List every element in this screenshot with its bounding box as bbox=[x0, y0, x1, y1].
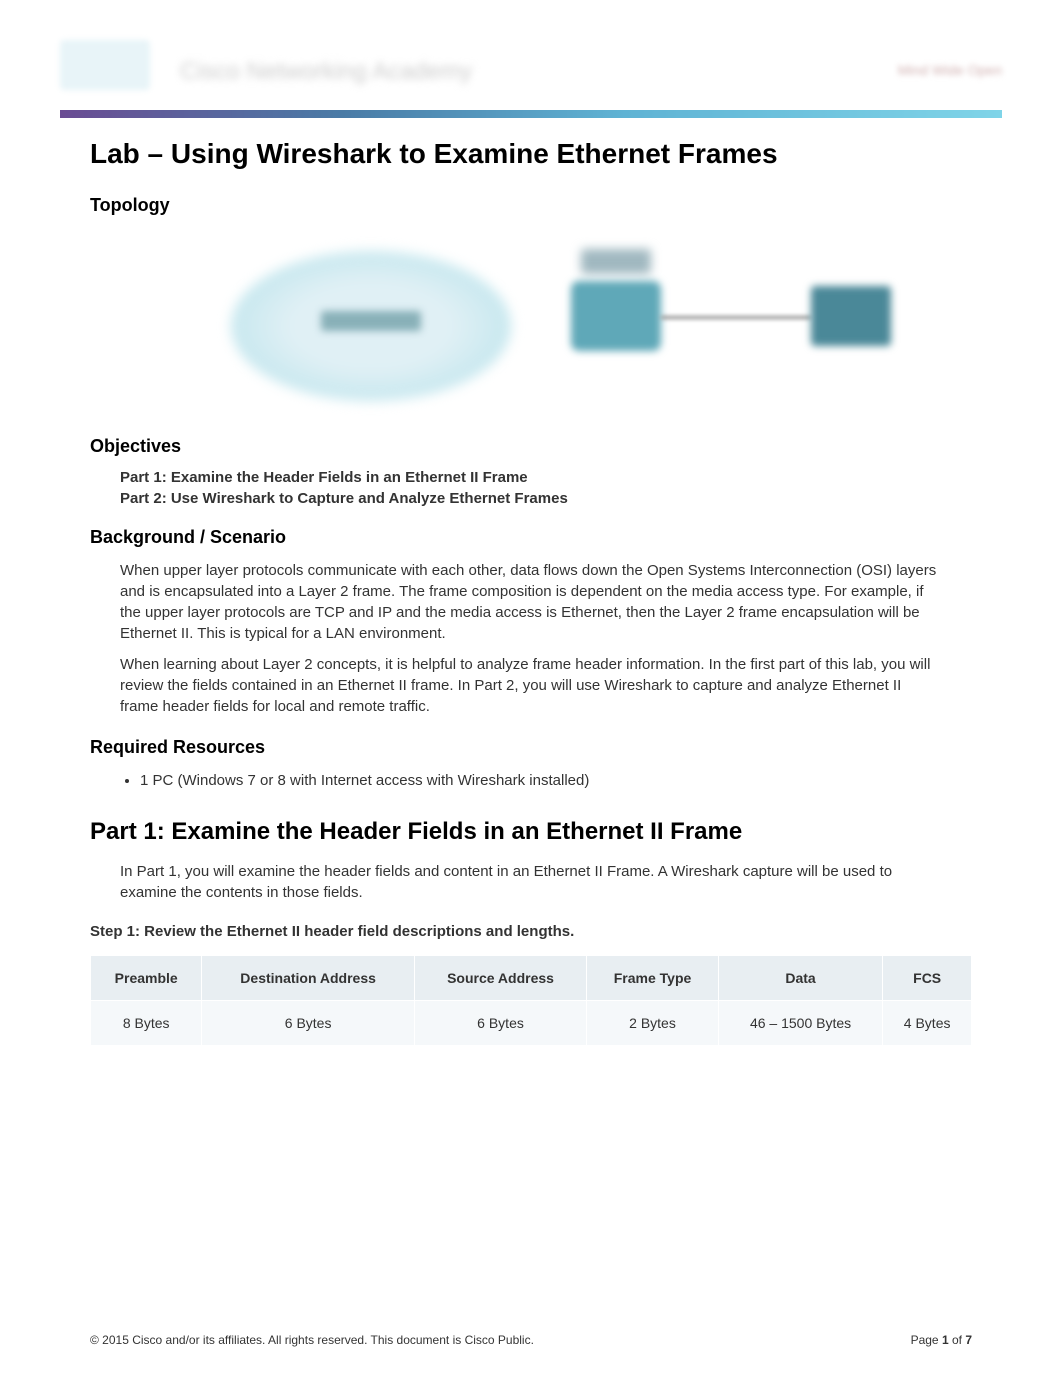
page-footer: © 2015 Cisco and/or its affiliates. All … bbox=[90, 1333, 972, 1347]
cloud-label bbox=[321, 311, 421, 331]
col-preamble: Preamble bbox=[91, 955, 202, 1000]
page-of: of bbox=[949, 1333, 966, 1347]
cisco-logo bbox=[60, 40, 150, 90]
step1-heading: Step 1: Review the Ethernet II header fi… bbox=[90, 923, 1002, 940]
objective-item-2: Part 2: Use Wireshark to Capture and Ana… bbox=[120, 490, 1002, 507]
table-row: 8 Bytes 6 Bytes 6 Bytes 2 Bytes 46 – 150… bbox=[91, 1000, 972, 1045]
router-icon bbox=[571, 281, 661, 351]
col-dest-addr: Destination Address bbox=[202, 955, 414, 1000]
pc-icon bbox=[811, 286, 891, 346]
topology-diagram bbox=[171, 231, 891, 411]
ethernet-frame-table: Preamble Destination Address Source Addr… bbox=[90, 955, 972, 1046]
cell-dest-addr: 6 Bytes bbox=[202, 1000, 414, 1045]
background-heading: Background / Scenario bbox=[90, 527, 1002, 548]
col-data: Data bbox=[718, 955, 882, 1000]
document-header: Cisco Networking Academy Mind Wide Open bbox=[60, 40, 1002, 100]
required-resources-list: 1 PC (Windows 7 or 8 with Internet acces… bbox=[140, 770, 1002, 793]
table-header-row: Preamble Destination Address Source Addr… bbox=[91, 955, 972, 1000]
copyright-text: © 2015 Cisco and/or its affiliates. All … bbox=[90, 1333, 534, 1347]
page-label: Page bbox=[911, 1333, 942, 1347]
page-current: 1 bbox=[942, 1333, 949, 1347]
cell-frame-type: 2 Bytes bbox=[587, 1000, 719, 1045]
col-frame-type: Frame Type bbox=[587, 955, 719, 1000]
topology-heading: Topology bbox=[90, 195, 1002, 216]
required-resources-heading: Required Resources bbox=[90, 737, 1002, 758]
header-tagline: Mind Wide Open bbox=[898, 62, 1002, 78]
router-label bbox=[581, 249, 651, 274]
objectives-heading: Objectives bbox=[90, 436, 1002, 457]
document-page: Cisco Networking Academy Mind Wide Open … bbox=[0, 0, 1062, 1377]
page-total: 7 bbox=[965, 1333, 972, 1347]
part1-heading: Part 1: Examine the Header Fields in an … bbox=[90, 818, 1002, 846]
col-src-addr: Source Address bbox=[414, 955, 586, 1000]
lab-title: Lab – Using Wireshark to Examine Etherne… bbox=[90, 138, 1002, 170]
col-fcs: FCS bbox=[883, 955, 972, 1000]
academy-title: Cisco Networking Academy bbox=[180, 58, 472, 86]
cell-fcs: 4 Bytes bbox=[883, 1000, 972, 1045]
background-paragraph-1: When upper layer protocols communicate w… bbox=[120, 560, 942, 644]
page-number: Page 1 of 7 bbox=[911, 1333, 972, 1347]
cell-src-addr: 6 Bytes bbox=[414, 1000, 586, 1045]
objective-item-1: Part 1: Examine the Header Fields in an … bbox=[120, 469, 1002, 486]
cell-preamble: 8 Bytes bbox=[91, 1000, 202, 1045]
header-gradient-bar bbox=[60, 110, 1002, 118]
network-link-line bbox=[661, 316, 811, 319]
cell-data: 46 – 1500 Bytes bbox=[718, 1000, 882, 1045]
part1-intro-text: In Part 1, you will examine the header f… bbox=[120, 861, 942, 903]
background-paragraph-2: When learning about Layer 2 concepts, it… bbox=[120, 654, 942, 717]
required-resource-item: 1 PC (Windows 7 or 8 with Internet acces… bbox=[140, 770, 1002, 793]
